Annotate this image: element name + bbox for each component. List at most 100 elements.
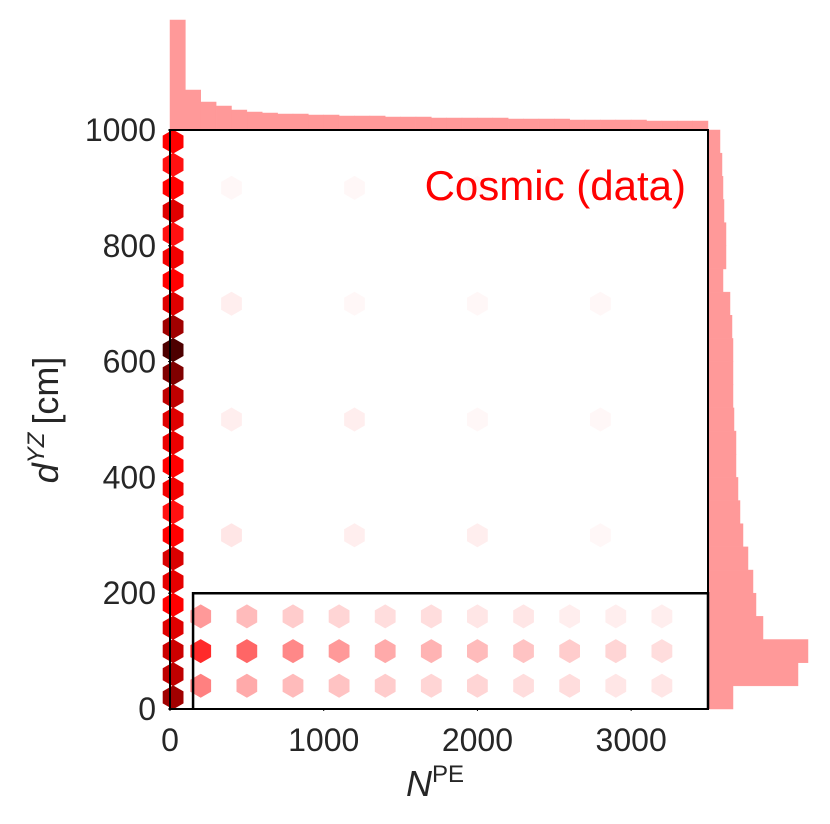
hex-cell [374, 673, 396, 698]
right-hist-bar [707, 152, 723, 177]
hex-cell [559, 639, 580, 664]
hex-cell [328, 604, 350, 629]
hex-cell [162, 222, 184, 247]
right-hist-bar [707, 546, 749, 571]
y-axis-label: dYZ [cm] [23, 357, 66, 484]
top-hist-bar [200, 101, 217, 131]
hex-cell [162, 175, 184, 200]
y-axis-label-base: d [25, 462, 66, 483]
top-hist-bar [169, 19, 186, 131]
hex-cell [605, 604, 627, 629]
hex-cell [282, 639, 304, 664]
hex-cell [328, 639, 350, 664]
hex-cell [162, 291, 184, 316]
right-hist-bar [707, 245, 727, 270]
hex-cell [162, 523, 184, 548]
hex-cell [467, 291, 488, 316]
hex-cell [467, 604, 488, 629]
x-axis-label: NPE [406, 761, 464, 804]
hex-cell [162, 500, 184, 525]
hex-cell [162, 268, 184, 293]
top-hist-bar [477, 117, 494, 131]
x-axis-label-base: N [406, 763, 433, 804]
hex-cell [221, 175, 242, 200]
hex-cell [162, 129, 184, 154]
top-hist-bar [369, 115, 386, 131]
top-hist-bar [261, 112, 278, 131]
right-hist-bar [707, 268, 724, 293]
hex-cell [344, 291, 365, 316]
hex-cell [162, 430, 184, 455]
top-hist-bar [415, 116, 432, 131]
x-tick-label: 3000 [596, 722, 667, 758]
hex-cell [344, 175, 365, 200]
x-tick-label: 0 [161, 722, 179, 758]
right-hist-bar [707, 523, 744, 548]
hex-cell [605, 673, 627, 698]
x-tick-label: 2000 [442, 722, 513, 758]
hex-cell [420, 673, 442, 698]
top-hist-bar [354, 115, 371, 131]
hex-cell [162, 361, 184, 386]
y-axis-label-unit: [cm] [25, 357, 66, 425]
hex-cell [162, 592, 184, 617]
hex-cell [162, 199, 184, 224]
hex-cell [221, 523, 242, 548]
hex-cell [162, 453, 184, 478]
right-hist-bar [707, 338, 734, 362]
y-tick-label: 0 [138, 691, 156, 727]
top-hist-bar [292, 113, 309, 131]
y-tick-label: 800 [103, 228, 156, 264]
top-hist-bar [461, 117, 478, 131]
hex-cell [162, 384, 184, 409]
x-tick-label: 1000 [288, 722, 359, 758]
hex-cell [162, 338, 184, 362]
right-hist-bar [707, 453, 737, 478]
hex-cell [221, 407, 242, 432]
top-hist-bar [215, 105, 232, 131]
top-hist-bar [615, 119, 632, 131]
top-hist-bar [646, 120, 663, 131]
right-hist-bar [707, 477, 739, 501]
top-hist-bar [584, 119, 601, 131]
right-hist-bar [707, 662, 799, 687]
top-hist-bar [600, 119, 617, 131]
top-hist-bar [185, 89, 201, 131]
top-hist-bar [507, 118, 524, 131]
hex-cell [162, 407, 184, 432]
hex-cell [162, 314, 184, 339]
y-tick-label: 1000 [85, 112, 156, 148]
top-hist-bar [231, 109, 248, 131]
top-hist-bar [277, 113, 294, 131]
hex-cell [374, 604, 396, 629]
hex-cell [590, 523, 611, 548]
top-hist-bar [492, 117, 509, 131]
top-hist-bar [538, 118, 555, 131]
hex-cell [513, 639, 534, 664]
right-hist-bar [707, 685, 734, 710]
hex-cell [651, 673, 673, 698]
top-hist-bar [323, 114, 340, 131]
hex-cell [344, 407, 365, 432]
top-hist-bar [677, 120, 693, 131]
hex-cell [162, 546, 184, 571]
hex-cell [190, 639, 212, 664]
hex-cell [282, 604, 304, 629]
hex-cell [467, 523, 488, 548]
right-hist-bar [707, 384, 734, 409]
right-hist-bar [707, 592, 757, 617]
hex-cell [221, 291, 242, 316]
hex-cell [590, 175, 611, 200]
hex-cell [162, 685, 184, 710]
annotation: Cosmic (data) [425, 162, 686, 209]
top-hist-bar [308, 114, 324, 131]
hex-cell [162, 569, 184, 594]
top-hist-bar [338, 115, 355, 131]
hex-cell [467, 639, 488, 664]
right-hist-bar [707, 616, 764, 640]
right-hist-bar [707, 407, 735, 432]
right-hist-bar [707, 430, 737, 455]
hex-cell [651, 639, 673, 664]
hex-cell [559, 604, 580, 629]
hex-cell [513, 673, 534, 698]
